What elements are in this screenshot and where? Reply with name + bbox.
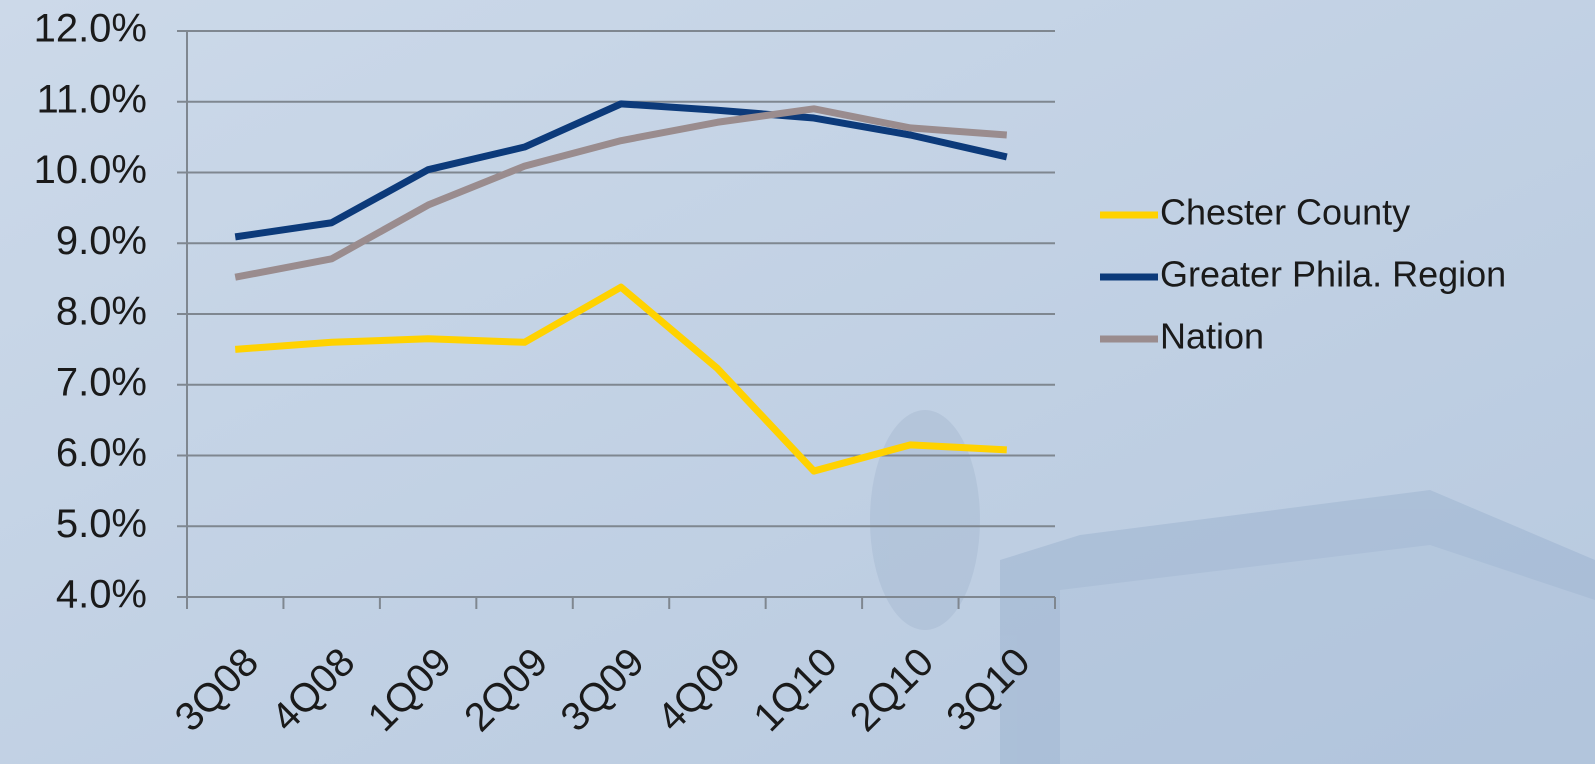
y-tick-label: 9.0%: [56, 219, 147, 263]
legend-label: Nation: [1160, 316, 1264, 357]
y-tick-label: 11.0%: [37, 77, 147, 121]
y-tick-label: 10.0%: [34, 148, 147, 192]
y-tick-label: 12.0%: [34, 7, 147, 51]
series-line: [234, 283, 1007, 475]
y-tick-label: 5.0%: [56, 502, 147, 546]
y-tick-label: 6.0%: [56, 431, 147, 475]
y-tick-label: 8.0%: [56, 290, 147, 334]
legend-label: Chester County: [1160, 192, 1410, 233]
legend-label: Greater Phila. Region: [1160, 254, 1506, 295]
series-line: [234, 100, 1008, 241]
y-tick-label: 7.0%: [56, 360, 147, 404]
y-tick-label: 4.0%: [56, 573, 147, 617]
building-decoration: [870, 410, 1595, 764]
series-line: [234, 105, 1008, 281]
